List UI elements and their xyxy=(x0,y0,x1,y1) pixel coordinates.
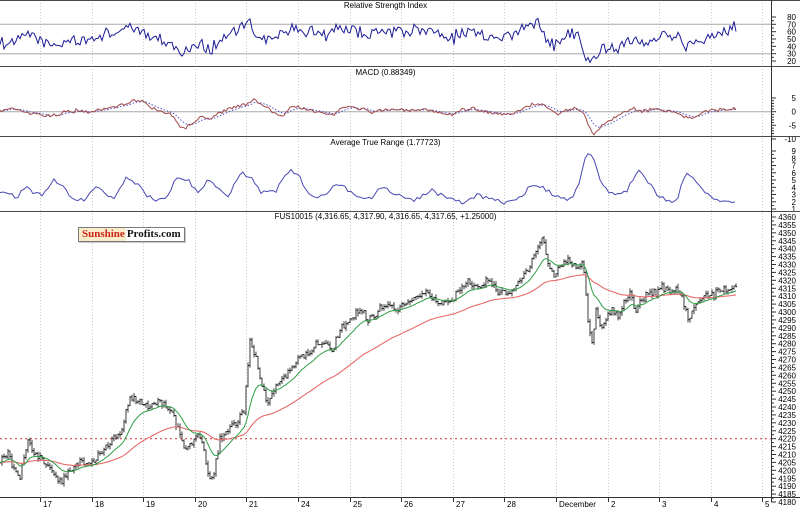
macd-line xyxy=(0,98,737,136)
svg-text:4305: 4305 xyxy=(778,300,796,309)
atr-line xyxy=(0,153,736,205)
slow-moving-average-line xyxy=(0,274,737,466)
svg-text:17: 17 xyxy=(43,500,52,509)
svg-text:4245: 4245 xyxy=(778,395,796,404)
macd-signal-line xyxy=(0,100,737,128)
svg-text:4290: 4290 xyxy=(778,324,796,333)
svg-text:28: 28 xyxy=(507,500,516,509)
svg-text:December: December xyxy=(559,500,596,509)
svg-text:7: 7 xyxy=(792,162,797,171)
line-panel xyxy=(0,153,736,205)
svg-text:4260: 4260 xyxy=(778,371,796,380)
svg-text:4355: 4355 xyxy=(778,221,796,230)
svg-text:4310: 4310 xyxy=(778,292,796,301)
svg-text:4295: 4295 xyxy=(778,316,796,325)
svg-text:4225: 4225 xyxy=(778,427,796,436)
svg-text:5: 5 xyxy=(792,176,797,185)
svg-text:0: 0 xyxy=(792,108,797,117)
y-axis-labels: 4360435543504345434043354330432543204315… xyxy=(771,213,797,507)
svg-text:9: 9 xyxy=(792,147,797,156)
svg-text:30: 30 xyxy=(787,50,796,59)
svg-text:26: 26 xyxy=(404,500,413,509)
svg-text:4255: 4255 xyxy=(778,379,796,388)
logo-text-sunshine: Sunshine xyxy=(79,228,126,241)
svg-text:4360: 4360 xyxy=(778,213,796,222)
svg-text:24: 24 xyxy=(301,500,310,509)
svg-text:4315: 4315 xyxy=(778,284,796,293)
svg-text:70: 70 xyxy=(787,20,796,29)
svg-text:4345: 4345 xyxy=(778,237,796,246)
x-axis-labels: 17 18 19 20 21 24 25 26 27 28 December 2 3 4 5 xyxy=(40,497,770,509)
svg-text:4215: 4215 xyxy=(778,443,796,452)
macd-panel xyxy=(0,98,771,136)
svg-text:50: 50 xyxy=(787,35,796,44)
fast-moving-average-line xyxy=(0,258,737,473)
svg-text:4270: 4270 xyxy=(778,356,796,365)
atr-panel-title: Average True Range (1.77723) xyxy=(330,138,441,147)
svg-text:3: 3 xyxy=(792,191,797,200)
svg-text:19: 19 xyxy=(146,500,155,509)
svg-text:4: 4 xyxy=(714,500,719,509)
svg-text:-10: -10 xyxy=(784,135,796,144)
svg-text:4: 4 xyxy=(792,183,797,192)
svg-text:4210: 4210 xyxy=(778,451,796,460)
price-panel-title: FUS10015 (4,316.65, 4,317.90, 4,316.65, … xyxy=(274,212,497,221)
svg-text:4265: 4265 xyxy=(778,363,796,372)
svg-text:27: 27 xyxy=(456,500,465,509)
svg-text:4205: 4205 xyxy=(778,458,796,467)
svg-text:4185: 4185 xyxy=(778,490,796,499)
svg-text:21: 21 xyxy=(249,500,258,509)
rsi-panel-title: Relative Strength Index xyxy=(343,1,428,10)
svg-text:4330: 4330 xyxy=(778,261,796,270)
svg-text:4350: 4350 xyxy=(778,229,796,238)
svg-text:4190: 4190 xyxy=(778,482,796,491)
svg-text:60: 60 xyxy=(787,28,796,37)
svg-text:4300: 4300 xyxy=(778,308,796,317)
svg-text:20: 20 xyxy=(198,500,207,509)
svg-text:2: 2 xyxy=(792,198,797,207)
svg-text:3: 3 xyxy=(662,500,667,509)
svg-text:4285: 4285 xyxy=(778,332,796,341)
svg-text:80: 80 xyxy=(787,13,796,22)
svg-text:4220: 4220 xyxy=(778,435,796,444)
vertical-gridlines xyxy=(40,0,763,497)
price-panel xyxy=(0,236,771,487)
svg-text:4240: 4240 xyxy=(778,403,796,412)
svg-text:25: 25 xyxy=(353,500,362,509)
svg-text:6: 6 xyxy=(792,169,797,178)
svg-text:4280: 4280 xyxy=(778,340,796,349)
svg-text:40: 40 xyxy=(787,42,796,51)
svg-text:-5: -5 xyxy=(789,121,797,130)
svg-text:5: 5 xyxy=(765,500,770,509)
svg-text:2: 2 xyxy=(611,500,616,509)
svg-text:4325: 4325 xyxy=(778,268,796,277)
svg-text:8: 8 xyxy=(792,154,797,163)
svg-text:4335: 4335 xyxy=(778,253,796,262)
rsi-line xyxy=(0,17,737,64)
svg-text:4320: 4320 xyxy=(778,276,796,285)
sunshine-profits-logo: Sunshine Profits.com xyxy=(78,227,185,242)
svg-text:18: 18 xyxy=(95,500,104,509)
macd-panel-title: MACD (0.88349) xyxy=(355,68,416,77)
svg-text:4275: 4275 xyxy=(778,348,796,357)
logo-text-profits: Profits.com xyxy=(125,228,184,241)
svg-text:4340: 4340 xyxy=(778,245,796,254)
price-bars xyxy=(0,236,737,487)
svg-text:1: 1 xyxy=(792,205,797,214)
svg-text:4235: 4235 xyxy=(778,411,796,420)
svg-text:20: 20 xyxy=(787,57,796,66)
svg-text:4250: 4250 xyxy=(778,387,796,396)
svg-text:4200: 4200 xyxy=(778,466,796,475)
svg-text:4230: 4230 xyxy=(778,419,796,428)
svg-text:4180: 4180 xyxy=(778,498,796,507)
svg-text:5: 5 xyxy=(792,94,797,103)
line-panel xyxy=(0,17,771,64)
svg-text:4195: 4195 xyxy=(778,474,796,483)
